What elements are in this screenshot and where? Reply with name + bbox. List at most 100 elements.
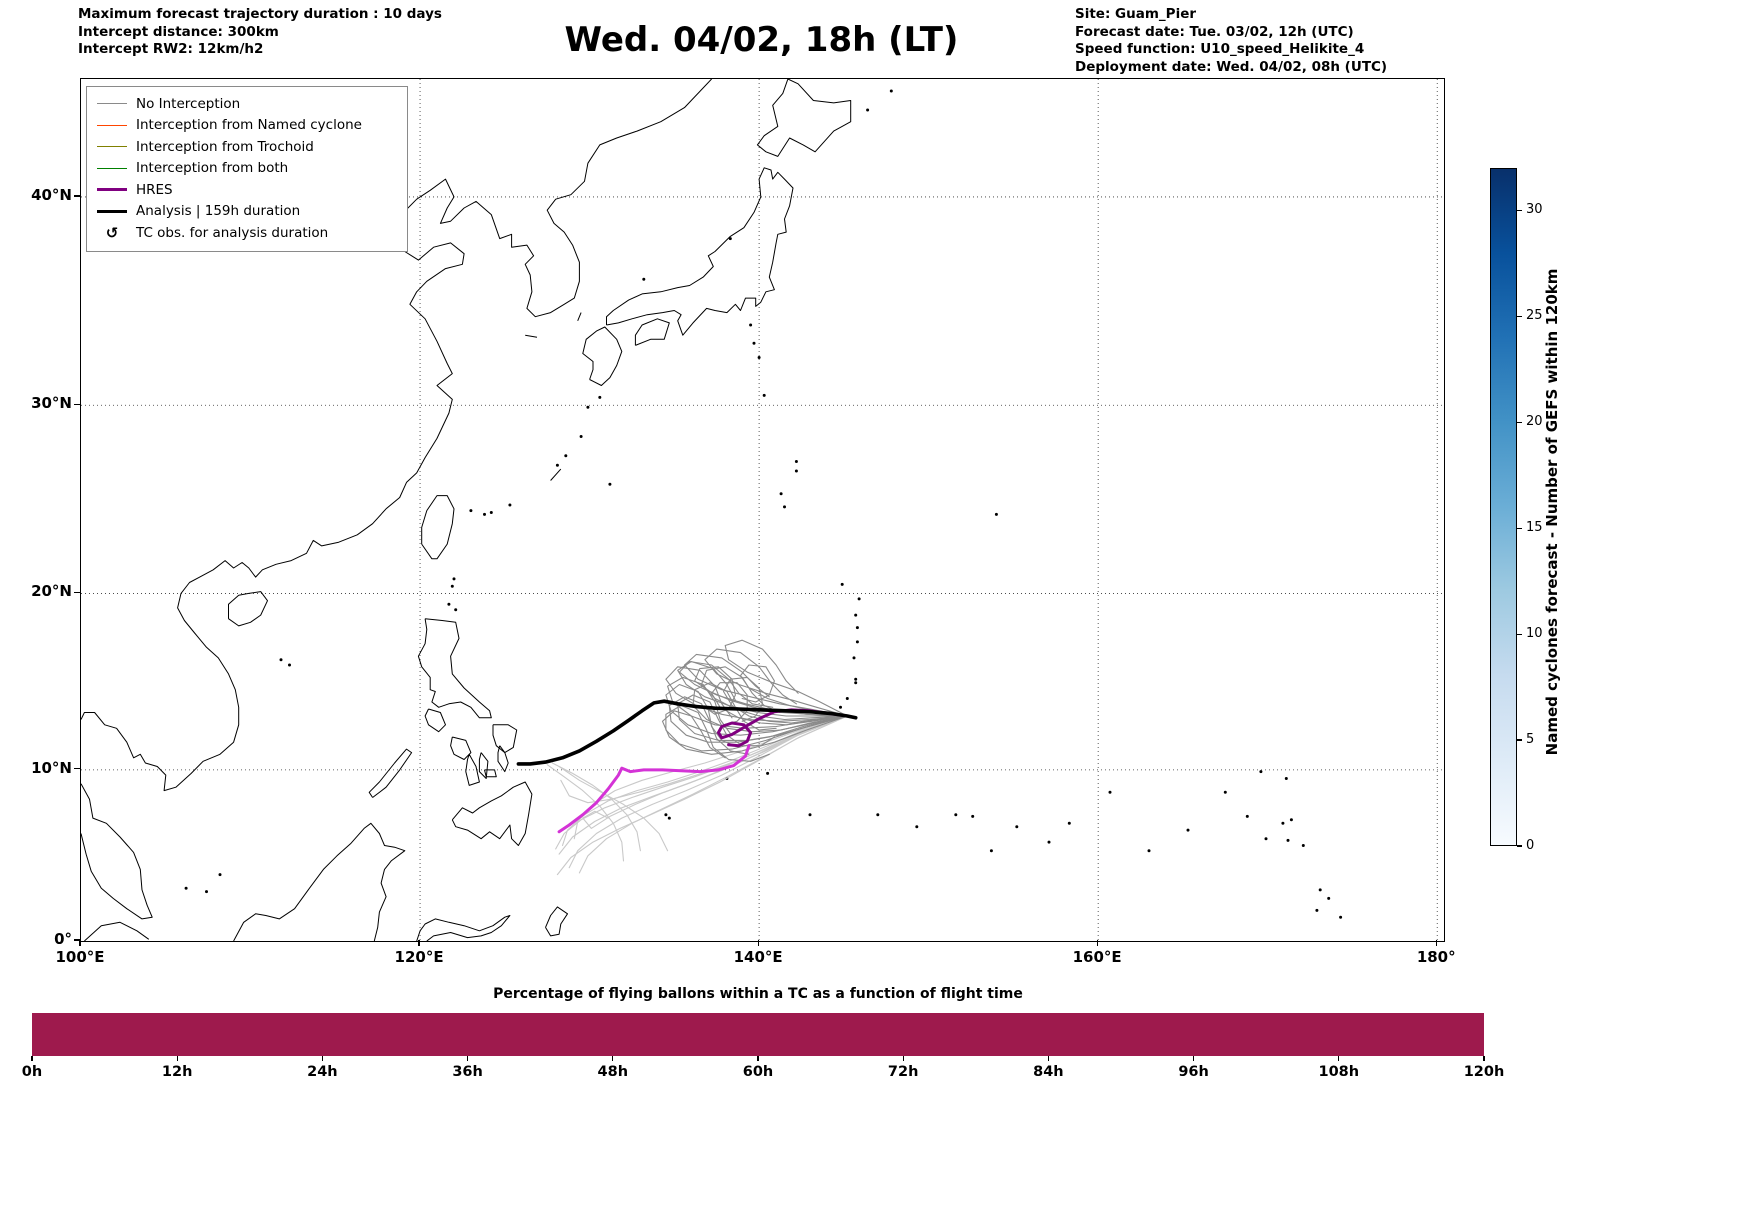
island-dot (855, 626, 859, 630)
x-tick (1435, 940, 1437, 946)
track-gefs-light-no-interception (560, 715, 848, 804)
colorbar-tick (1517, 739, 1522, 741)
coastline (634, 318, 670, 346)
island-dot (854, 677, 858, 681)
island-dot (664, 813, 668, 817)
island-dot (915, 825, 919, 829)
x-tick-label: 180° (1416, 948, 1456, 966)
colorbar-tick (1517, 633, 1522, 635)
flight-bar-tick (31, 1056, 33, 1061)
legend-line-sample (97, 103, 127, 105)
coastline (228, 591, 268, 627)
map-plot (80, 78, 1445, 942)
flight-bar-tick-label: 36h (452, 1064, 483, 1080)
flight-bar-tick (902, 1056, 904, 1061)
legend-item: HRES (97, 179, 399, 201)
coastline (550, 468, 562, 481)
island-dot (579, 435, 583, 438)
colorbar (1490, 168, 1517, 846)
flight-bar-tick-label: 108h (1318, 1064, 1360, 1080)
coastline (424, 708, 446, 733)
island-dot (1067, 821, 1071, 825)
coastline (756, 79, 852, 157)
y-tick-label: 10°N (31, 758, 72, 777)
island-dot (447, 602, 451, 606)
island-dot (728, 237, 732, 241)
island-dot (854, 681, 858, 685)
island-dot (794, 469, 798, 473)
legend-line-sample (97, 167, 127, 169)
island-dot (564, 454, 568, 458)
island-dot (854, 613, 858, 617)
island-dot (766, 771, 770, 775)
island-dot (1245, 814, 1249, 818)
flight-bar-title: Percentage of flying ballons within a TC… (493, 986, 1023, 1002)
legend: No Interception Interception from Named c… (86, 86, 408, 252)
coastline (525, 334, 538, 338)
intercept-rw2-text: Intercept RW2: 12km/h2 (78, 41, 264, 57)
flight-bar-tick-label: 120h (1463, 1064, 1505, 1080)
track-gefs-no-interception (739, 664, 848, 717)
island-dot (1186, 828, 1190, 832)
coastline (417, 618, 492, 719)
island-dot (840, 582, 844, 586)
flight-bar-tick (1193, 1056, 1195, 1061)
speed-function-text: Speed function: U10_speed_Helikite_4 (1075, 41, 1365, 57)
colorbar-tick (1517, 845, 1522, 847)
max-duration-text: Maximum forecast trajectory duration : 1… (78, 6, 442, 22)
track-gefs-no-interception (704, 648, 848, 717)
island-dot (454, 608, 458, 612)
coastline (478, 752, 489, 779)
coastline (484, 769, 497, 778)
legend-item: Interception from Named cyclone (97, 115, 399, 137)
island-dot (218, 873, 222, 877)
y-tick (74, 195, 80, 197)
island-dot (1318, 888, 1322, 892)
colorbar-tick-label: 0 (1526, 838, 1535, 853)
coastline (421, 495, 455, 560)
y-tick-label: 20°N (31, 582, 72, 601)
track-gefs-light-no-interception (556, 715, 848, 876)
island-dot (642, 277, 646, 281)
island-dot (1259, 770, 1263, 774)
island-dot (1108, 790, 1112, 794)
colorbar-tick-label: 15 (1526, 520, 1543, 536)
island-dot (1289, 818, 1293, 822)
flight-bar-tick (757, 1056, 759, 1061)
site-info-block: Site: Guam_Pier Forecast date: Tue. 03/0… (1075, 6, 1387, 76)
y-tick (74, 403, 80, 405)
track-gefs-light-no-interception (578, 715, 848, 874)
island-dot (1286, 838, 1290, 842)
legend-line (97, 188, 127, 192)
island-dot (452, 577, 456, 581)
intercept-distance-text: Intercept distance: 300km (78, 23, 279, 40)
flight-time-bar-fill (32, 1013, 1484, 1056)
coastline (81, 783, 153, 920)
coastline (84, 921, 150, 941)
coastline (497, 745, 509, 773)
forecast-settings-block: Maximum forecast trajectory duration : 1… (78, 6, 442, 59)
y-tick-label: 40°N (31, 185, 72, 204)
island-dot (288, 663, 291, 667)
track-gefs-light-no-interception (551, 762, 641, 852)
island-dot (994, 512, 998, 516)
island-dot (508, 503, 512, 507)
coastline (233, 822, 406, 941)
legend-item: No Interception (97, 93, 399, 115)
coastline (451, 781, 533, 846)
track-gefs-light-no-interception (558, 765, 669, 852)
tc-obs-icon: ↺ (105, 223, 119, 242)
island-dot (279, 658, 283, 662)
colorbar-label: Named cyclones forecast - Number of GEFS… (1543, 268, 1561, 756)
track-gefs-light-no-interception (555, 715, 848, 850)
coastline (465, 754, 480, 786)
island-dot (808, 813, 812, 817)
legend-line (97, 103, 127, 105)
coastline (450, 736, 472, 760)
island-dot (1147, 849, 1151, 853)
colorbar-tick-label: 5 (1526, 732, 1535, 748)
island-dot (971, 814, 975, 818)
track-gefs-light-no-interception (546, 764, 625, 862)
island-dot (1315, 908, 1319, 912)
flight-bar-tick (321, 1056, 323, 1061)
